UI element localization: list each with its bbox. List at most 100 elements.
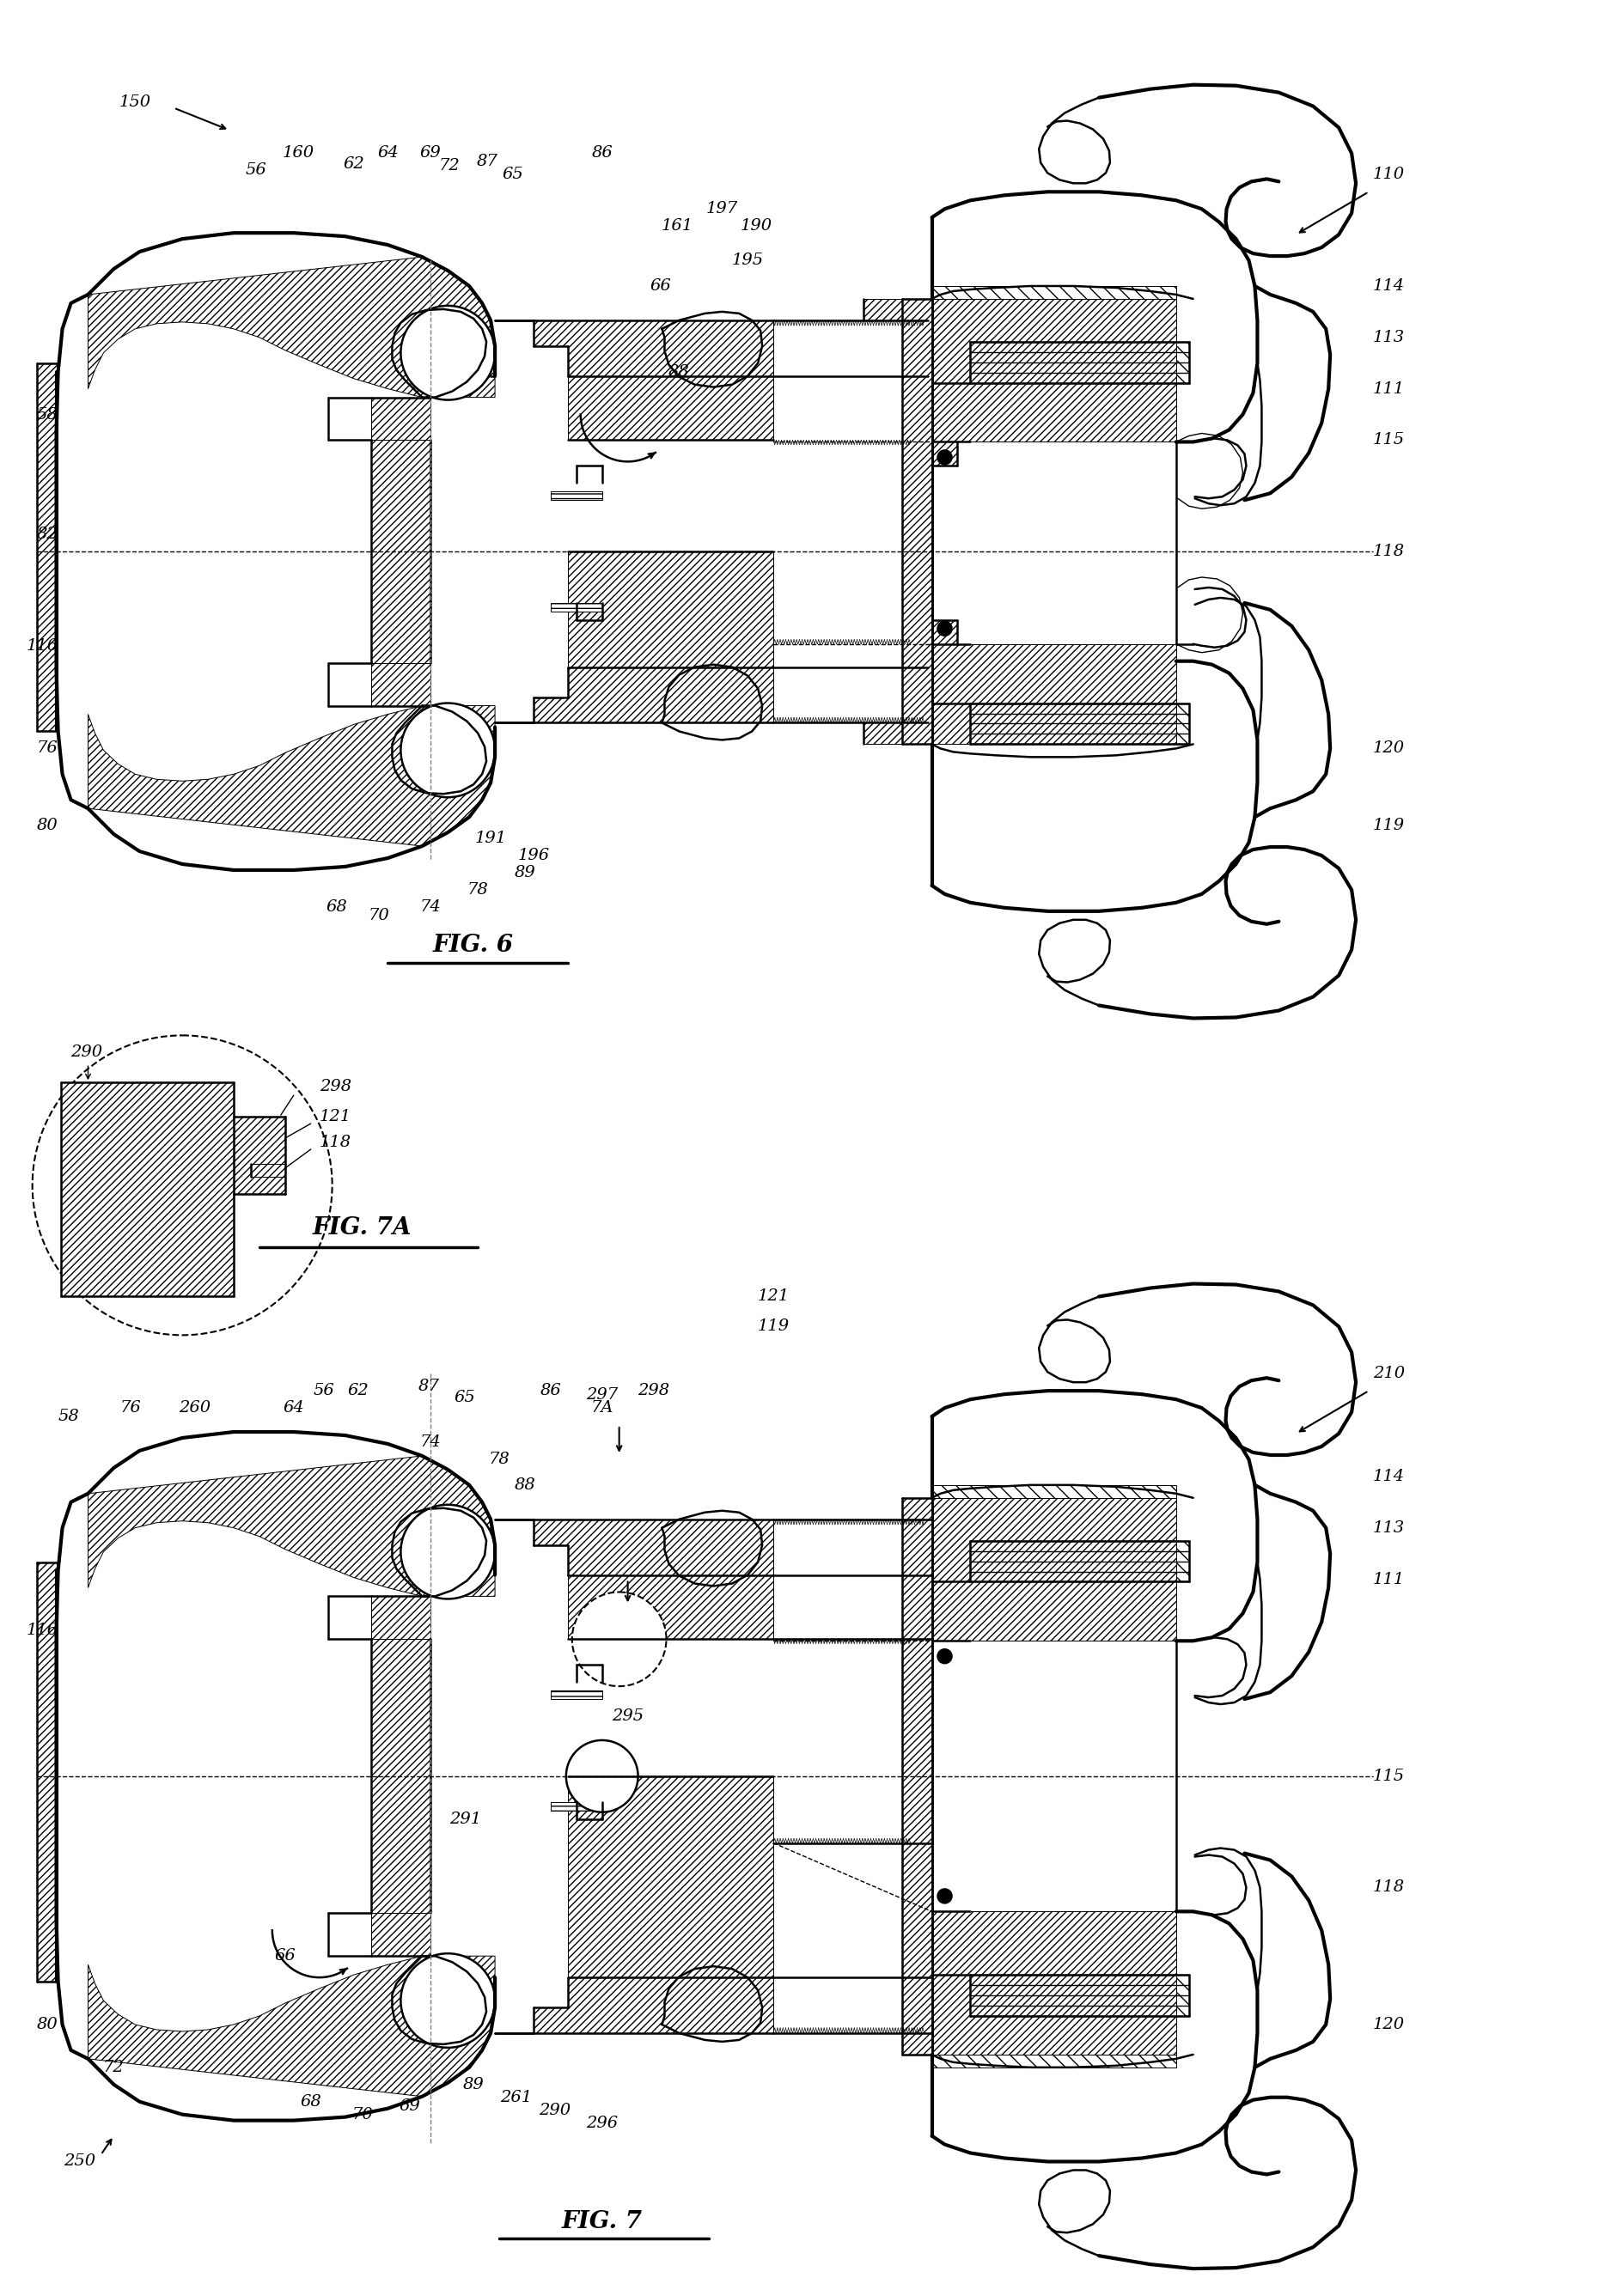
Text: 82: 82	[37, 526, 58, 542]
Text: 88: 88	[669, 365, 690, 379]
Circle shape	[938, 622, 952, 636]
Polygon shape	[567, 551, 773, 668]
Text: 72: 72	[103, 2060, 124, 2076]
Circle shape	[401, 1504, 495, 1598]
Text: 291: 291	[449, 1812, 482, 1828]
Circle shape	[572, 1591, 667, 1685]
Polygon shape	[970, 342, 1189, 383]
Circle shape	[565, 1740, 638, 1812]
Text: 66: 66	[274, 1949, 296, 1963]
Polygon shape	[495, 1977, 773, 2032]
Circle shape	[401, 305, 495, 400]
Text: 113: 113	[1373, 1520, 1405, 1536]
Polygon shape	[931, 383, 970, 441]
Polygon shape	[931, 643, 1176, 744]
Polygon shape	[495, 319, 773, 377]
Circle shape	[938, 1649, 952, 1662]
Text: 191: 191	[475, 831, 506, 847]
Text: 250: 250	[63, 2154, 95, 2170]
Polygon shape	[931, 441, 957, 466]
Text: 64: 64	[377, 145, 398, 161]
Polygon shape	[931, 1486, 1176, 1497]
Text: 76: 76	[37, 742, 58, 755]
Text: 115: 115	[1373, 432, 1405, 448]
Text: 119: 119	[757, 1318, 789, 1334]
Polygon shape	[37, 1561, 56, 1981]
Text: 62: 62	[348, 1382, 369, 1398]
Polygon shape	[551, 491, 603, 501]
Polygon shape	[567, 1777, 773, 1977]
Text: 58: 58	[37, 406, 58, 422]
Polygon shape	[970, 1541, 1189, 1582]
Polygon shape	[371, 397, 430, 441]
Text: 114: 114	[1373, 1469, 1405, 1483]
Text: 197: 197	[706, 202, 738, 216]
Text: 113: 113	[1373, 331, 1405, 344]
Polygon shape	[931, 1582, 970, 1642]
Text: 190: 190	[741, 218, 772, 234]
Text: 80: 80	[37, 817, 58, 833]
Text: 118: 118	[1373, 1880, 1405, 1894]
Text: 87: 87	[477, 154, 498, 170]
Text: 69: 69	[398, 2099, 420, 2115]
Polygon shape	[551, 604, 603, 611]
Text: 58: 58	[58, 1410, 79, 1424]
Text: 110: 110	[1373, 168, 1405, 181]
Text: 78: 78	[467, 882, 488, 898]
Polygon shape	[89, 705, 495, 847]
Text: 80: 80	[37, 2016, 58, 2032]
Polygon shape	[551, 1802, 603, 1812]
Polygon shape	[863, 298, 902, 319]
Polygon shape	[931, 1913, 970, 1975]
Polygon shape	[931, 620, 957, 643]
Polygon shape	[931, 1913, 1176, 2055]
Text: 120: 120	[1373, 2016, 1405, 2032]
Text: 295: 295	[612, 1708, 644, 1724]
Text: 69: 69	[420, 145, 441, 161]
Text: 86: 86	[540, 1382, 561, 1398]
Text: 70: 70	[351, 2108, 372, 2122]
Text: 161: 161	[662, 218, 693, 234]
Text: 64: 64	[284, 1401, 304, 1417]
Polygon shape	[251, 1164, 285, 1176]
Text: 111: 111	[1373, 1570, 1405, 1587]
Text: 62: 62	[343, 156, 364, 172]
Text: 86: 86	[591, 145, 612, 161]
Polygon shape	[863, 723, 902, 744]
Polygon shape	[371, 1913, 430, 1956]
Text: 68: 68	[325, 900, 346, 914]
Text: 72: 72	[438, 158, 461, 174]
Text: FIG. 6: FIG. 6	[433, 934, 514, 957]
Text: FIG. 7A: FIG. 7A	[313, 1217, 412, 1240]
Text: 7A: 7A	[591, 1401, 614, 1417]
Polygon shape	[931, 1497, 1176, 1642]
Text: 116: 116	[26, 638, 58, 654]
Text: 114: 114	[1373, 278, 1405, 294]
Polygon shape	[371, 441, 430, 664]
Text: 68: 68	[300, 2094, 322, 2110]
Circle shape	[401, 703, 495, 797]
Text: 74: 74	[420, 900, 441, 914]
Text: 121: 121	[757, 1288, 789, 1304]
Text: 297: 297	[586, 1387, 619, 1403]
Circle shape	[401, 1954, 495, 2048]
Polygon shape	[89, 1456, 495, 1596]
Text: 76: 76	[121, 1401, 142, 1417]
Text: 78: 78	[488, 1451, 509, 1467]
Text: 296: 296	[586, 2115, 619, 2131]
Text: 150: 150	[119, 94, 151, 110]
Polygon shape	[371, 664, 430, 705]
Text: 196: 196	[517, 847, 549, 863]
Text: 66: 66	[649, 278, 670, 294]
Text: 74: 74	[420, 1435, 441, 1449]
Text: 87: 87	[419, 1380, 440, 1394]
Polygon shape	[902, 1497, 931, 2055]
Text: 261: 261	[501, 2089, 532, 2105]
Text: 111: 111	[1373, 381, 1405, 397]
Text: 115: 115	[1373, 1768, 1405, 1784]
Polygon shape	[61, 1081, 234, 1297]
Text: 119: 119	[1373, 817, 1405, 833]
Text: 89: 89	[462, 2078, 485, 2092]
Polygon shape	[371, 1596, 430, 1639]
Text: 290: 290	[71, 1045, 103, 1061]
